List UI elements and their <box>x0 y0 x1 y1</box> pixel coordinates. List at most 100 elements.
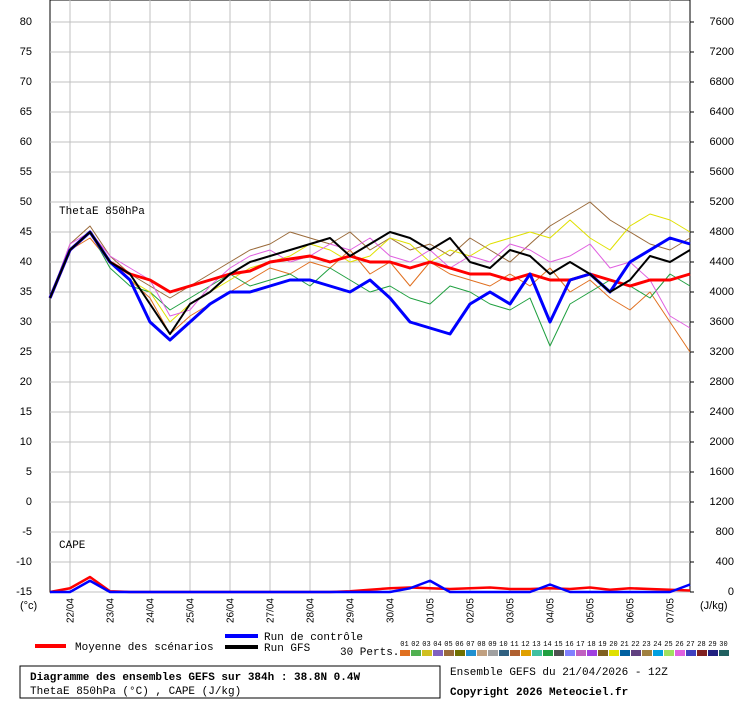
legend-label: 08 <box>477 641 485 649</box>
legend-swatch <box>620 650 630 656</box>
y-tick-label: 25 <box>20 346 32 358</box>
annotation: ThetaE 850hPa <box>59 206 145 218</box>
legend-swatch <box>422 650 432 656</box>
x-tick-label: 07/05 <box>666 598 677 623</box>
x-tick-label: 04/05 <box>546 598 557 623</box>
legend-label: 04 <box>433 641 441 649</box>
legend-swatch <box>532 650 542 656</box>
y2-tick-label: 4800 <box>710 226 734 238</box>
legend-swatch <box>664 650 674 656</box>
legend-label: 09 <box>488 641 496 649</box>
y-tick-label: 15 <box>20 406 32 418</box>
series-line <box>49 201 691 299</box>
y-tick-label: 65 <box>20 106 32 118</box>
legend-label: 10 <box>499 641 507 649</box>
footer-title: Diagramme des ensembles GEFS sur 384h : … <box>30 672 360 684</box>
y-tick-label: -15 <box>16 586 32 598</box>
y-tick-label: 60 <box>20 136 32 148</box>
y2-tick-label: 5600 <box>710 166 734 178</box>
y-tick-label: -5 <box>22 526 32 538</box>
legend-label: 11 <box>510 641 518 649</box>
y-tick-label: -10 <box>16 556 32 568</box>
y2-tick-label: 6000 <box>710 136 734 148</box>
y2-tick-label: 2800 <box>710 376 734 388</box>
y2-tick-label: 400 <box>716 556 734 568</box>
series-line <box>49 237 691 353</box>
legend-label: 02 <box>411 641 419 649</box>
y-tick-label: 0 <box>26 496 32 508</box>
x-tick-label: 26/04 <box>226 598 237 623</box>
x-tick-label: 02/05 <box>466 598 477 623</box>
y-tick-label: 70 <box>20 76 32 88</box>
legend-swatch <box>697 650 707 656</box>
legend-swatch <box>543 650 553 656</box>
footer-run: Ensemble GEFS du 21/04/2026 - 12Z <box>450 667 668 679</box>
series-line <box>49 231 691 329</box>
legend-label: 29 <box>708 641 716 649</box>
x-tick-label: 30/04 <box>386 598 397 623</box>
legend-swatch <box>411 650 421 656</box>
legend-swatch <box>554 650 564 656</box>
y2-tick-label: 7600 <box>710 16 734 28</box>
legend-label: 19 <box>598 641 606 649</box>
legend-swatch <box>675 650 685 656</box>
y2-axis-label: (J/kg) <box>700 600 728 612</box>
legend-label: 12 <box>521 641 529 649</box>
legend-swatch <box>477 650 487 656</box>
legend-swatch <box>433 650 443 656</box>
y-axis-label: (°c) <box>20 600 37 612</box>
legend-swatch <box>499 650 509 656</box>
plot-frame <box>49 0 691 593</box>
legend-label: 25 <box>664 641 672 649</box>
x-tick-label: 05/05 <box>586 598 597 623</box>
legend-label: Run de contrôle <box>264 632 363 644</box>
legend-label: 16 <box>565 641 573 649</box>
x-tick-label: 29/04 <box>346 598 357 623</box>
legend-label: Run GFS <box>264 643 311 655</box>
y-tick-label: 20 <box>20 376 32 388</box>
legend-swatch <box>598 650 608 656</box>
y2-tick-label: 4400 <box>710 256 734 268</box>
y-tick-label: 35 <box>20 286 32 298</box>
legend-swatch <box>653 650 663 656</box>
series-line <box>50 579 691 594</box>
x-tick-label: 27/04 <box>266 598 277 623</box>
series-line <box>49 231 691 347</box>
legend-label: 23 <box>642 641 650 649</box>
y2-tick-label: 1600 <box>710 466 734 478</box>
legend-label: 05 <box>444 641 452 649</box>
y2-tick-label: 2400 <box>710 406 734 418</box>
y-tick-label: 40 <box>20 256 32 268</box>
annotation: CAPE <box>59 540 86 552</box>
legend-label: 30 Perts. <box>340 647 399 659</box>
x-tick-label: 25/04 <box>186 598 197 623</box>
legend-label: 28 <box>697 641 705 649</box>
y2-tick-label: 2000 <box>710 436 734 448</box>
legend-label: 24 <box>653 641 661 649</box>
footer-box <box>19 665 441 699</box>
y2-tick-label: 6400 <box>710 106 734 118</box>
y2-tick-label: 6800 <box>710 76 734 88</box>
legend-swatch <box>631 650 641 656</box>
legend-swatch <box>609 650 619 656</box>
legend-label: 14 <box>543 641 551 649</box>
y-tick-label: 45 <box>20 226 32 238</box>
legend-swatch <box>576 650 586 656</box>
footer-copyright: Copyright 2026 Meteociel.fr <box>450 687 628 699</box>
legend-label: 21 <box>620 641 628 649</box>
legend-label: 30 <box>719 641 727 649</box>
legend-label: 07 <box>466 641 474 649</box>
legend-swatch <box>466 650 476 656</box>
legend-label: 26 <box>675 641 683 649</box>
legend-swatch <box>488 650 498 656</box>
legend-swatch <box>587 650 597 656</box>
legend-swatch <box>708 650 718 656</box>
legend-label: 15 <box>554 641 562 649</box>
y-tick-label: 5 <box>26 466 32 478</box>
y2-tick-label: 800 <box>716 526 734 538</box>
legend-label: 22 <box>631 641 639 649</box>
x-tick-label: 22/04 <box>66 598 77 623</box>
legend-swatch <box>510 650 520 656</box>
legend-label: Moyenne des scénarios <box>75 642 214 654</box>
